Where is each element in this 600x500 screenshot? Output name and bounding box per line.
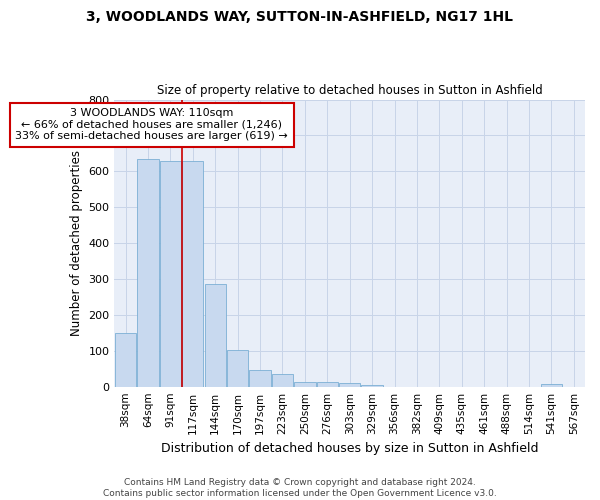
Bar	[317, 382, 338, 386]
Bar	[205, 284, 226, 386]
Bar	[339, 383, 361, 386]
Text: 3, WOODLANDS WAY, SUTTON-IN-ASHFIELD, NG17 1HL: 3, WOODLANDS WAY, SUTTON-IN-ASHFIELD, NG…	[86, 10, 514, 24]
Bar	[115, 333, 136, 386]
Bar	[541, 384, 562, 386]
Text: Contains HM Land Registry data © Crown copyright and database right 2024.
Contai: Contains HM Land Registry data © Crown c…	[103, 478, 497, 498]
Bar	[361, 385, 383, 386]
Text: 3 WOODLANDS WAY: 110sqm
← 66% of detached houses are smaller (1,246)
33% of semi: 3 WOODLANDS WAY: 110sqm ← 66% of detache…	[16, 108, 288, 142]
Bar	[160, 160, 181, 386]
Bar	[250, 370, 271, 386]
Title: Size of property relative to detached houses in Sutton in Ashfield: Size of property relative to detached ho…	[157, 84, 542, 97]
Y-axis label: Number of detached properties: Number of detached properties	[70, 150, 83, 336]
X-axis label: Distribution of detached houses by size in Sutton in Ashfield: Distribution of detached houses by size …	[161, 442, 538, 455]
Bar	[182, 160, 203, 386]
Bar	[137, 159, 158, 386]
Bar	[227, 350, 248, 387]
Bar	[272, 374, 293, 386]
Bar	[294, 382, 316, 386]
